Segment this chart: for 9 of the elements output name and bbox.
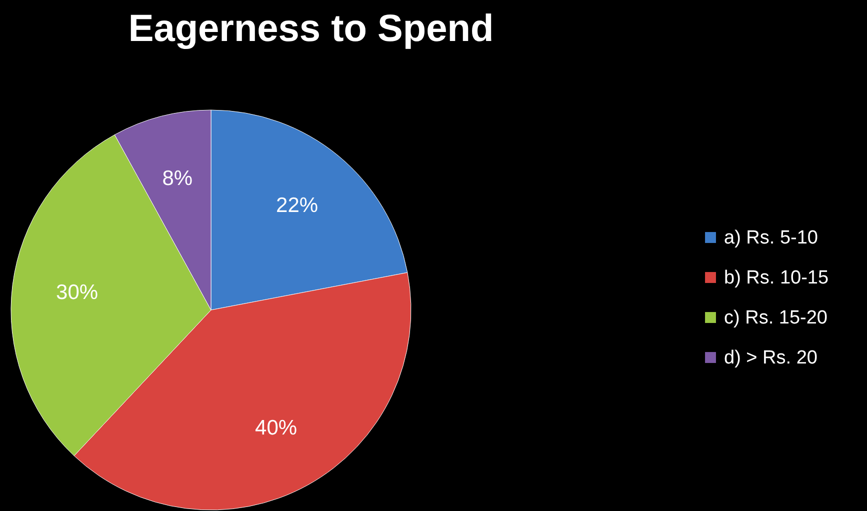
data-label: 40%	[255, 416, 298, 440]
legend-label: d) > Rs. 20	[724, 348, 818, 368]
data-label: 22%	[276, 194, 318, 217]
legend-label: b) Rs. 10-15	[724, 268, 829, 288]
legend-label: c) Rs. 15-20	[724, 308, 828, 328]
data-label: 30%	[56, 281, 98, 304]
legend-label: a) Rs. 5-10	[724, 228, 818, 248]
chart-title: Eagerness to Spend	[128, 8, 494, 50]
data-label: 8%	[162, 167, 193, 190]
